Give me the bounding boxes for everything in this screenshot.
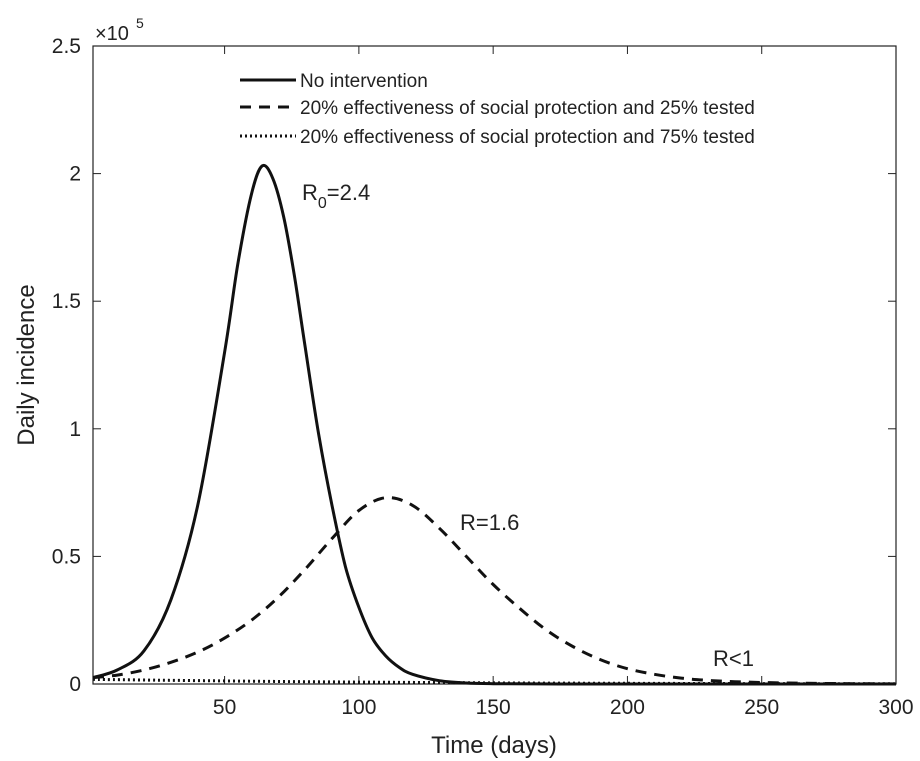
- legend: No intervention 20% effectiveness of soc…: [240, 71, 755, 148]
- y-tick-label: 2: [69, 163, 81, 186]
- x-tick-label: 50: [213, 696, 236, 719]
- legend-label-25-tested: 20% effectiveness of social protection a…: [300, 98, 755, 119]
- y-tick-label: 2.5: [52, 35, 81, 58]
- annotation-r-1-6: R=1.6: [460, 510, 519, 535]
- y-tick-label: 0: [69, 673, 81, 696]
- annotation-r0: R0=2.4: [302, 180, 370, 212]
- y-tick-label: 0.5: [52, 545, 81, 568]
- axis-ticks: 50 100 150 200 250 300 0 0.5 1 1.5 2 2.5: [52, 35, 914, 719]
- x-axis-label: Time (days): [431, 732, 557, 759]
- annotation-r-less-1: R<1: [713, 646, 754, 671]
- y-tick-label: 1.5: [52, 290, 81, 313]
- series-25-percent-tested: [92, 496, 897, 686]
- y-multiplier-exponent: 5: [136, 15, 144, 31]
- legend-label-no-intervention: No intervention: [300, 71, 428, 92]
- x-tick-label: 100: [341, 696, 376, 719]
- y-tick-label: 1: [69, 418, 81, 441]
- series-no-intervention: [92, 163, 896, 686]
- series-layer: [92, 163, 897, 686]
- series-75-percent-tested: [92, 677, 897, 686]
- x-tick-label: 200: [610, 696, 645, 719]
- x-tick-label: 250: [744, 696, 779, 719]
- x-tick-label: 300: [878, 696, 913, 719]
- x-tick-label: 150: [476, 696, 511, 719]
- legend-label-75-tested: 20% effectiveness of social protection a…: [300, 127, 755, 148]
- y-axis-label: Daily incidence: [13, 284, 40, 445]
- y-multiplier-label: ×10: [95, 23, 129, 45]
